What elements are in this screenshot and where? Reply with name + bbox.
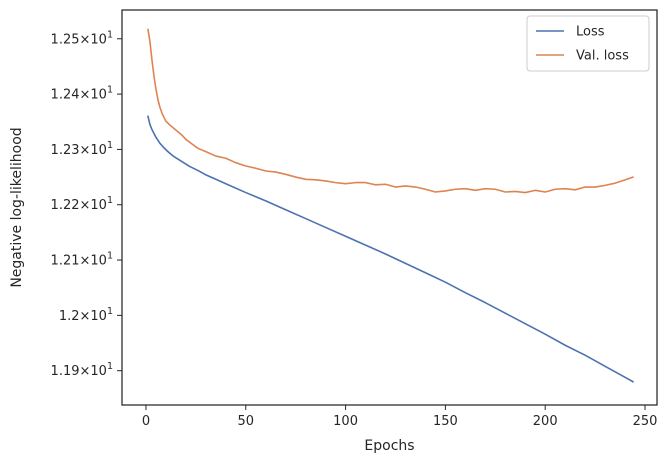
y-tick-label: 1.24×101: [51, 85, 113, 103]
y-tick-label: 1.19×101: [51, 361, 113, 379]
y-tick-label: 1.23×101: [51, 140, 113, 158]
series-layer: [147, 28, 634, 383]
y-tick-label: 1.22×101: [51, 195, 113, 213]
y-axis-label: Negative log-likelihood: [9, 127, 25, 287]
y-tick-label: 1.21×101: [51, 251, 113, 269]
x-axis-label: Epochs: [364, 438, 414, 454]
x-tick-label: 0: [142, 414, 150, 429]
legend-box: [526, 15, 650, 72]
x-tick-label: 50: [237, 414, 254, 429]
x-tick-label: 200: [533, 414, 558, 429]
x-axis-ticks: 0 50 100 150 200 250: [142, 405, 658, 429]
x-tick-label: 250: [633, 414, 658, 429]
x-tick-label: 150: [433, 414, 458, 429]
plot-frame: [121, 9, 658, 406]
series-line-loss: [147, 115, 634, 383]
x-tick-label: 100: [333, 414, 358, 429]
legend: Loss Val. loss: [526, 15, 650, 72]
legend-label-loss: Loss: [576, 25, 605, 40]
series-line-val-loss: [147, 28, 634, 194]
legend-label-val-loss: Val. loss: [576, 49, 629, 64]
y-axis-ticks: 1.19×101 1.2×101 1.21×101 1.22×101 1.23×101 1…: [51, 29, 122, 379]
y-tick-label: 1.2×101: [59, 306, 113, 324]
y-tick-label: 1.25×101: [51, 29, 113, 47]
